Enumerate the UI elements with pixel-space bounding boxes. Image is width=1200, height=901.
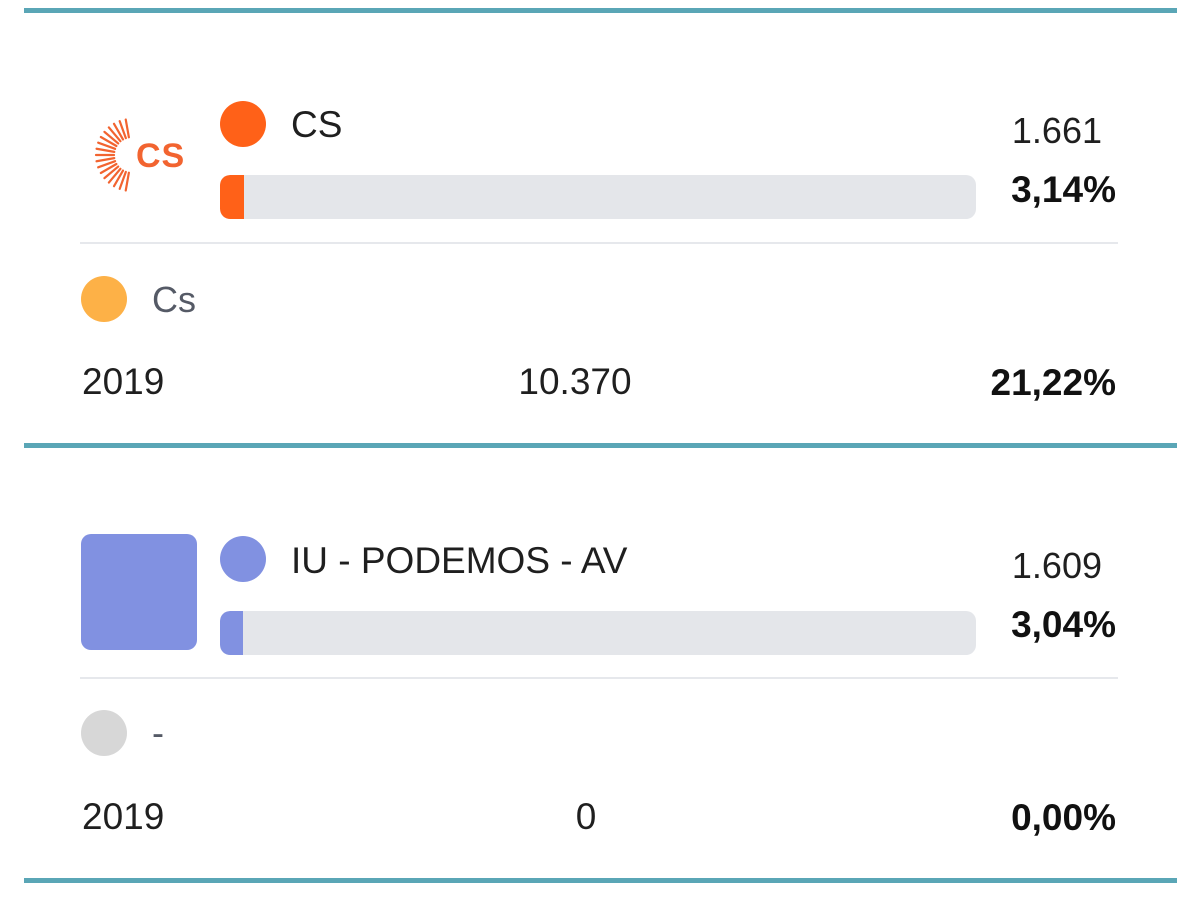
section-divider xyxy=(24,443,1177,448)
cs-logo-text: CS xyxy=(136,137,186,175)
previous-party-color-dot xyxy=(81,710,127,756)
vote-share-bar xyxy=(220,175,976,219)
party-color-dot xyxy=(220,101,266,147)
previous-year: 2019 xyxy=(82,361,165,402)
previous-party-color-dot xyxy=(81,276,127,322)
vote-percentage: 3,04% xyxy=(1011,604,1116,645)
party-name: IU - PODEMOS - AV xyxy=(291,540,628,581)
section-divider-bottom xyxy=(24,878,1177,883)
previous-vote-count: 10.370 xyxy=(518,361,632,402)
section-divider-top xyxy=(24,8,1177,13)
row-divider xyxy=(80,677,1118,679)
vote-share-bar xyxy=(220,611,976,655)
previous-party-name: - xyxy=(152,712,164,753)
vote-share-fill xyxy=(220,611,243,655)
cs-party-logo xyxy=(94,118,130,192)
vote-share-fill xyxy=(220,175,244,219)
vote-percentage: 3,14% xyxy=(1011,169,1116,210)
row-divider xyxy=(80,242,1118,244)
party-color-dot xyxy=(220,536,266,582)
previous-party-name: Cs xyxy=(152,279,196,320)
vote-count: 1.661 xyxy=(1011,110,1102,151)
party-name: CS xyxy=(291,104,343,145)
previous-vote-percentage: 0,00% xyxy=(1011,797,1116,838)
previous-vote-percentage: 21,22% xyxy=(990,362,1117,403)
previous-year: 2019 xyxy=(82,796,165,837)
vote-count: 1.609 xyxy=(1011,545,1102,586)
party-logo-placeholder xyxy=(81,534,197,650)
previous-vote-count: 0 xyxy=(575,796,597,837)
